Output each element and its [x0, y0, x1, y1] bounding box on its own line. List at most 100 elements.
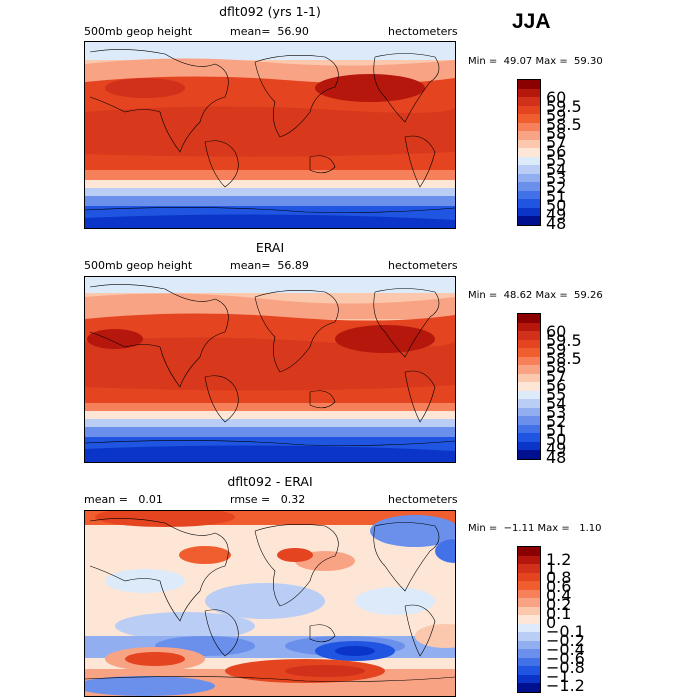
colorbar-swatch: [518, 182, 540, 192]
panel-3-units: hectometers: [388, 493, 458, 506]
colorbar-swatch: [518, 657, 540, 667]
panel-1-cbar-label: 58.5: [546, 115, 582, 134]
panel-3-map-field: [85, 511, 455, 696]
panel-1-cbar-label: 56: [546, 142, 567, 161]
panel-3-colorbar-labels: 1.2 1 0.8 0.6 0.4 0.2 0.1 0 −0.1 −0.2 −0…: [517, 546, 585, 695]
colorbar-swatch: [518, 589, 540, 599]
panel-2-units: hectometers: [388, 259, 458, 272]
panel-2-cbar-label: 53: [546, 403, 567, 422]
panel-1-cbar-label: 52: [546, 178, 567, 197]
panel-2-cbar-label: 59.5: [546, 331, 582, 350]
colorbar-swatch: [518, 199, 540, 209]
colorbar-swatch: [518, 674, 540, 684]
panel-2-cbar-label: 50: [546, 430, 567, 449]
panel-2-cbar-label: 60: [546, 322, 567, 341]
colorbar-swatch: [518, 416, 540, 426]
panel-2-cbar-label: 58: [546, 358, 567, 377]
colorbar-swatch: [518, 139, 540, 149]
panel-3-cbar-label: −1.2: [546, 676, 585, 695]
panel-1-map: [84, 41, 456, 229]
panel-2-cbar-label: 54: [546, 394, 567, 413]
panel-3-cbar-label: −0.6: [546, 649, 585, 668]
colorbar-swatch: [518, 97, 540, 107]
colorbar-swatch: [518, 156, 540, 166]
panel-2-cbar-label: 58.5: [546, 349, 582, 368]
colorbar-swatch: [518, 649, 540, 659]
panel-3-cbar-label: −1: [546, 667, 570, 686]
colorbar-swatch: [518, 399, 540, 409]
panel-1-cbar-label: 51: [546, 187, 567, 206]
panel-2-cbar-label: 57: [546, 367, 567, 386]
panel-2-cbar-label: 48: [546, 448, 567, 467]
colorbar-swatch: [518, 356, 540, 366]
panel-1-cbar-label: 60: [546, 88, 567, 107]
panel-3-cbar-label: 1.2: [546, 550, 572, 569]
panel-3-minmax: Min = −1.11 Max = 1.10: [468, 523, 602, 534]
panel-3-cbar-label: −0.1: [546, 622, 585, 641]
panel-1-colorbar: [517, 79, 541, 226]
colorbar-swatch: [518, 666, 540, 676]
panel-3-cbar-label: 0.1: [546, 604, 572, 623]
panel-1-minmax: Min = 49.07 Max = 59.30: [468, 56, 603, 67]
panel-3-cbar-label: 0: [546, 613, 557, 632]
panel-1-cbar-label: 59.5: [546, 97, 582, 116]
panel-1-cbar-label: 57: [546, 133, 567, 152]
colorbar-swatch: [518, 424, 540, 434]
colorbar-swatch: [518, 105, 540, 115]
panel-2-cbar-label: 59: [546, 340, 567, 359]
panel-1-left-label: 500mb geop height: [84, 25, 193, 38]
panel-1-cbar-label: 59: [546, 106, 567, 125]
colorbar-swatch: [518, 683, 540, 693]
panel-3-colorbar: [517, 546, 541, 693]
colorbar-swatch: [518, 640, 540, 650]
panel-1-cbar-label: 58: [546, 124, 567, 143]
panel-2-cbar-label: 56: [546, 376, 567, 395]
panel-2-cbar-label: 51: [546, 421, 567, 440]
colorbar-swatch: [518, 547, 540, 557]
colorbar-swatch: [518, 122, 540, 132]
colorbar-swatch: [518, 190, 540, 200]
colorbar-swatch: [518, 331, 540, 341]
panel-2-map-field: [85, 277, 455, 462]
colorbar-swatch: [518, 433, 540, 443]
colorbar-swatch: [518, 555, 540, 565]
panel-3-rmse: rmse = 0.32: [230, 493, 306, 506]
panel-1-cbar-label: 53: [546, 169, 567, 188]
panel-1-units: hectometers: [388, 25, 458, 38]
panel-1-map-field: [85, 42, 455, 228]
panel-3-cbar-label: −0.8: [546, 658, 585, 677]
panel-3-cbar-label: −0.2: [546, 631, 585, 650]
panel-1-cbar-label: 54: [546, 160, 567, 179]
colorbar-swatch: [518, 173, 540, 183]
colorbar-swatch: [518, 373, 540, 383]
panel-1-cbar-label: 55: [546, 151, 567, 170]
colorbar-swatch: [518, 80, 540, 90]
panel-3-cbar-label: 1: [546, 559, 557, 578]
colorbar-swatch: [518, 148, 540, 158]
colorbar-swatch: [518, 131, 540, 141]
colorbar-swatch: [518, 114, 540, 124]
panel-1-cbar-label: 50: [546, 196, 567, 215]
colorbar-swatch: [518, 581, 540, 591]
colorbar-swatch: [518, 365, 540, 375]
panel-2-colorbar: [517, 313, 541, 460]
panel-2-cbar-label: 49: [546, 439, 567, 458]
colorbar-swatch: [518, 348, 540, 358]
panel-3-title: dflt092 - ERAI: [227, 474, 313, 489]
panel-3-cbar-label: −0.4: [546, 640, 585, 659]
panel-2-minmax: Min = 48.62 Max = 59.26: [468, 290, 603, 301]
panel-2-mean: mean= 56.89: [230, 259, 309, 272]
colorbar-swatch: [518, 441, 540, 451]
colorbar-swatch: [518, 88, 540, 98]
panel-3-cbar-label: 0.4: [546, 586, 572, 605]
colorbar-swatch: [518, 564, 540, 574]
panel-2-map: [84, 276, 456, 463]
colorbar-swatch: [518, 382, 540, 392]
panel-3-mean: mean = 0.01: [84, 493, 163, 506]
colorbar-swatch: [518, 623, 540, 633]
panel-2-title: ERAI: [255, 240, 285, 255]
panel-2-cbar-label: 52: [546, 412, 567, 431]
panel-2-cbar-label: 55: [546, 385, 567, 404]
panel-3-cbar-label: 0.2: [546, 595, 572, 614]
season-label: JJA: [512, 10, 551, 33]
